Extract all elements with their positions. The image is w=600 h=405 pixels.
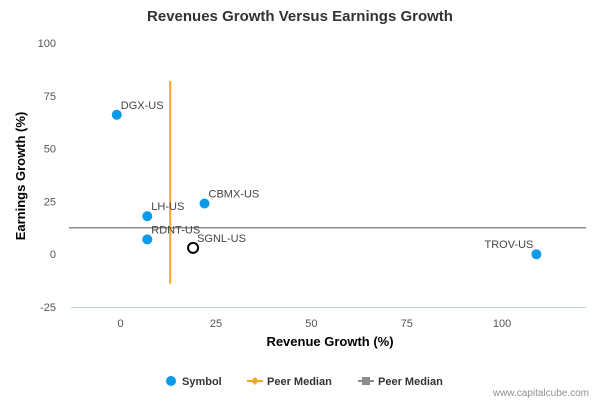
data-point-trov-us — [531, 249, 542, 260]
y-tick-label: 25 — [44, 196, 56, 208]
x-tick-label: 0 — [118, 318, 124, 330]
data-label-dgx-us: DGX-US — [121, 100, 164, 112]
x-axis-title: Revenue Growth (%) — [266, 334, 393, 349]
legend-item-3-label: Peer Median — [378, 376, 443, 388]
credit-text: www.capitalcube.com — [492, 388, 589, 399]
data-label-rdnt-us: RDNT-US — [151, 224, 200, 236]
legend-item-3-marker — [362, 377, 370, 385]
data-point-sgnl-us — [187, 241, 200, 254]
x-tick-label: 50 — [305, 318, 317, 330]
data-point-rdnt-us — [142, 234, 153, 245]
chart-title: Revenues Growth Versus Earnings Growth — [147, 8, 453, 25]
x-tick-label: 75 — [401, 318, 413, 330]
x-tick-label: 100 — [493, 318, 511, 330]
y-tick-label: -25 — [40, 302, 56, 314]
legend: Symbol Peer Median Peer Median — [166, 376, 443, 388]
data-label-lh-us: LH-US — [151, 201, 184, 213]
plot-area: 0 25 50 75 100 -25 0 25 50 75 100 DGX-US CBMX-US LH-U… — [38, 38, 586, 330]
y-tick-label: 50 — [44, 144, 56, 156]
data-point-cbmx-us — [199, 198, 210, 209]
y-tick-label: 75 — [44, 91, 56, 103]
data-point-dgx-us — [111, 109, 122, 120]
data-label-cbmx-us: CBMX-US — [209, 189, 260, 201]
legend-item-1-label: Symbol — [182, 376, 222, 388]
y-tick-label: 0 — [50, 249, 56, 261]
data-point-lh-us — [142, 211, 153, 222]
legend-item-1-marker — [166, 376, 176, 386]
y-tick-label: 100 — [38, 38, 56, 50]
data-label-trov-us: TROV-US — [485, 239, 534, 251]
x-tick-label: 25 — [210, 318, 222, 330]
legend-item-2-label: Peer Median — [267, 376, 332, 388]
y-axis-title: Earnings Growth (%) — [13, 112, 28, 241]
data-label-sgnl-us: SGNL-US — [197, 233, 246, 245]
legend-item-2-marker — [251, 377, 259, 385]
